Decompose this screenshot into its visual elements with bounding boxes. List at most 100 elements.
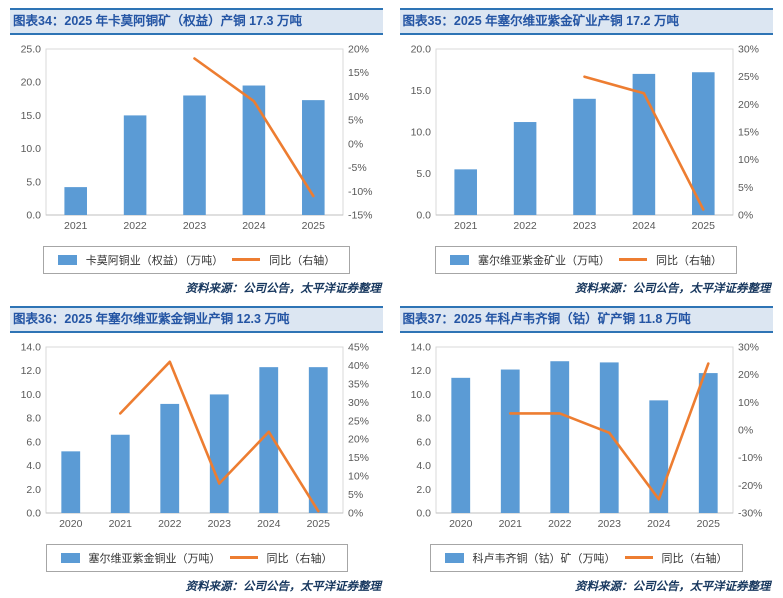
- svg-text:2021: 2021: [109, 518, 133, 530]
- svg-text:14.0: 14.0: [21, 341, 42, 353]
- svg-text:-10%: -10%: [738, 452, 763, 464]
- svg-text:2025: 2025: [302, 220, 326, 232]
- figure-37-chart: 0.0 2.0 4.0 6.0 8.0 10.0 12.0 14.0 -30% -20% -10% 0…: [410, 341, 763, 530]
- line-series-label: 同比（右轴）: [266, 552, 333, 565]
- figure-36-source: 资料来源：公司公告，太平洋证券整理: [185, 580, 382, 593]
- svg-text:15.0: 15.0: [410, 85, 431, 97]
- svg-text:2021: 2021: [498, 518, 522, 530]
- svg-text:-30%: -30%: [738, 507, 763, 519]
- line-series-label: 同比（右轴）: [661, 552, 728, 565]
- svg-text:30%: 30%: [738, 341, 759, 353]
- svg-text:0%: 0%: [348, 507, 363, 519]
- svg-text:2021: 2021: [454, 220, 478, 232]
- svg-text:2020: 2020: [449, 518, 473, 530]
- svg-text:2022: 2022: [158, 518, 182, 530]
- svg-text:25.0: 25.0: [21, 43, 42, 55]
- figure-35-chart: 0.0 5.0 10.0 15.0 20.0 0% 5% 10% 15% 20% 25% 30% 202…: [410, 43, 759, 232]
- svg-text:20%: 20%: [738, 99, 759, 111]
- svg-text:2025: 2025: [691, 220, 715, 232]
- bar-series-label: 卡莫阿铜业（权益）（万吨）: [85, 254, 224, 267]
- svg-text:15%: 15%: [348, 67, 369, 79]
- figure-37-title: 图表37：2025 年科卢韦齐铜（钴）矿产铜 11.8 万吨: [399, 305, 773, 333]
- svg-text:20%: 20%: [738, 369, 759, 381]
- svg-text:-10%: -10%: [348, 186, 373, 198]
- figure-37-legend: 科卢韦齐铜（钴）矿（万吨） 同比（右轴）: [429, 543, 743, 572]
- panel-figure-36: 图表36：2025 年塞尔维亚紫金铜业产铜 12.3 万吨 0.0 2.0 4.0 6…: [10, 305, 383, 594]
- svg-text:6.0: 6.0: [26, 436, 41, 448]
- svg-text:20.0: 20.0: [21, 77, 42, 89]
- svg-text:8.0: 8.0: [416, 412, 431, 424]
- svg-text:0.0: 0.0: [416, 209, 431, 221]
- figure-35-title: 图表35：2025 年塞尔维亚紫金矿业产铜 17.2 万吨: [399, 8, 773, 35]
- svg-text:14.0: 14.0: [410, 341, 431, 353]
- line-series-swatch-icon: [232, 258, 261, 262]
- svg-text:2020: 2020: [59, 518, 83, 530]
- svg-text:10.0: 10.0: [410, 389, 431, 401]
- svg-text:2022: 2022: [513, 220, 537, 232]
- svg-text:2.0: 2.0: [26, 484, 41, 496]
- svg-text:30%: 30%: [348, 397, 369, 409]
- svg-text:10.0: 10.0: [21, 143, 42, 155]
- svg-text:-20%: -20%: [738, 480, 763, 492]
- svg-text:30%: 30%: [738, 43, 759, 55]
- svg-text:2021: 2021: [64, 220, 88, 232]
- svg-text:5.0: 5.0: [416, 168, 431, 180]
- svg-text:5%: 5%: [348, 489, 363, 501]
- svg-text:0%: 0%: [738, 209, 753, 221]
- svg-text:4.0: 4.0: [416, 460, 431, 472]
- svg-text:2.0: 2.0: [416, 484, 431, 496]
- svg-text:15%: 15%: [738, 126, 759, 138]
- figure-36-chart: 0.0 2.0 4.0 6.0 8.0 10.0 12.0 14.0 0% 5% 10% 15% 20%…: [21, 341, 369, 530]
- svg-text:25%: 25%: [348, 415, 369, 427]
- svg-text:15%: 15%: [348, 452, 369, 464]
- line-series-label: 同比（右轴）: [656, 254, 722, 267]
- bar-series-label: 塞尔维亚紫金矿业（万吨）: [478, 254, 610, 267]
- figure-37-chart-area: 0.0 2.0 4.0 6.0 8.0 10.0 12.0 14.0 -30% -20% -10% 0…: [400, 337, 773, 538]
- panel-figure-34: 图表34：2025 年卡莫阿铜矿（权益）产铜 17.3 万吨 0.0 5.0 10.…: [10, 8, 383, 296]
- svg-text:2024: 2024: [257, 518, 281, 530]
- bar-series-label: 塞尔维亚紫金铜业（万吨）: [88, 552, 221, 565]
- svg-text:-5%: -5%: [348, 162, 367, 174]
- svg-text:0.0: 0.0: [26, 209, 41, 221]
- line-series-swatch-icon: [229, 556, 258, 560]
- svg-text:2025: 2025: [696, 518, 720, 530]
- svg-text:5%: 5%: [348, 115, 363, 127]
- svg-text:45%: 45%: [348, 341, 369, 353]
- svg-text:10%: 10%: [348, 91, 369, 103]
- svg-text:20%: 20%: [348, 43, 369, 55]
- bar-series-swatch-icon: [57, 254, 77, 265]
- line-series-swatch-icon: [619, 258, 647, 262]
- svg-text:12.0: 12.0: [410, 365, 431, 377]
- svg-text:20%: 20%: [348, 433, 369, 445]
- figure-34-legend: 卡莫阿铜业（权益）（万吨） 同比（右轴）: [42, 245, 351, 274]
- svg-text:10.0: 10.0: [410, 126, 431, 138]
- svg-text:20.0: 20.0: [410, 43, 431, 55]
- panel-figure-35: 图表35：2025 年塞尔维亚紫金矿业产铜 17.2 万吨 0.0 5.0 10.0…: [399, 8, 773, 296]
- line-series-swatch-icon: [624, 556, 653, 560]
- svg-text:40%: 40%: [348, 360, 369, 372]
- figure-34-chart: 0.0 5.0 10.0 15.0 20.0 25.0 -15% -10% -5% 0% 5% 10%…: [21, 43, 373, 232]
- bar-series-swatch-icon: [450, 254, 469, 265]
- bar-series-swatch-icon: [60, 552, 80, 563]
- svg-text:10%: 10%: [738, 397, 759, 409]
- svg-text:10%: 10%: [738, 154, 759, 166]
- svg-text:0%: 0%: [738, 424, 753, 436]
- figure-37-source: 资料来源：公司公告，太平洋证券整理: [575, 580, 771, 593]
- svg-text:10.0: 10.0: [21, 389, 42, 401]
- svg-text:0.0: 0.0: [26, 507, 41, 519]
- svg-text:5.0: 5.0: [26, 176, 41, 188]
- svg-text:6.0: 6.0: [416, 436, 431, 448]
- svg-text:2025: 2025: [307, 518, 331, 530]
- figure-36-title: 图表36：2025 年塞尔维亚紫金铜业产铜 12.3 万吨: [10, 305, 383, 333]
- line-series-label: 同比（右轴）: [269, 254, 336, 267]
- panel-figure-37: 图表37：2025 年科卢韦齐铜（钴）矿产铜 11.8 万吨 0.0 2.0 4.0…: [399, 305, 773, 594]
- svg-text:8.0: 8.0: [26, 412, 41, 424]
- svg-text:35%: 35%: [348, 378, 369, 390]
- figure-35-chart-area: 0.0 5.0 10.0 15.0 20.0 0% 5% 10% 15% 20% 25% 30% 202…: [400, 39, 773, 240]
- svg-text:12.0: 12.0: [21, 365, 42, 377]
- svg-text:2023: 2023: [183, 220, 207, 232]
- figure-34-chart-area: 0.0 5.0 10.0 15.0 20.0 25.0 -15% -10% -5% 0% 5% 10%…: [10, 39, 383, 240]
- svg-text:4.0: 4.0: [26, 460, 41, 472]
- svg-text:2023: 2023: [597, 518, 621, 530]
